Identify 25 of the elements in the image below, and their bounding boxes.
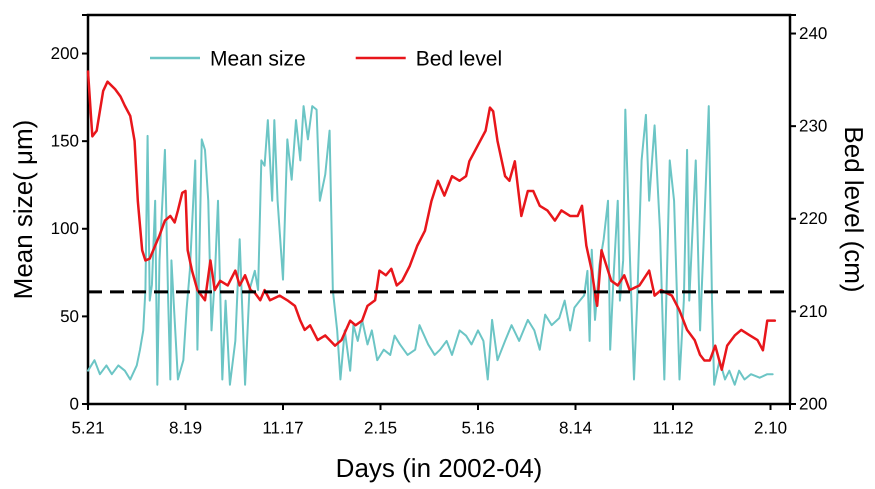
x-tick-label: 8.14 <box>558 418 592 438</box>
y2-tick-label: 230 <box>799 116 828 136</box>
x-tick-label: 8.19 <box>168 418 202 438</box>
y2-tick-label: 200 <box>799 394 828 414</box>
y2-tick-label: 240 <box>799 24 828 43</box>
y-tick-label: 50 <box>60 306 79 326</box>
legend-label: Bed level <box>416 47 502 70</box>
y2-tick-label: 220 <box>799 209 828 228</box>
x-tick-label: 11.12 <box>652 418 694 438</box>
y-axis-title: Mean size( μm) <box>8 120 38 300</box>
x-tick-label: 2.10 <box>754 418 788 438</box>
x-axis-title: Days (in 2002-04) <box>336 453 542 483</box>
line-series <box>87 105 774 386</box>
x-tick-label: 5.16 <box>461 418 495 438</box>
x-tick-label: 11.17 <box>262 418 304 438</box>
legend-label: Mean size <box>210 47 306 70</box>
y-tick-label: 100 <box>50 219 79 238</box>
x-tick-label: 2.15 <box>364 418 398 438</box>
y-tick-label: 200 <box>50 44 79 63</box>
y-tick-label: 150 <box>50 132 79 151</box>
y2-axis-title: Bed level (cm) <box>839 126 869 293</box>
y2-tick-label: 210 <box>799 302 828 321</box>
line-series <box>86 70 776 371</box>
x-tick-label: 5.21 <box>71 418 105 438</box>
y-tick-label: 0 <box>70 394 79 414</box>
